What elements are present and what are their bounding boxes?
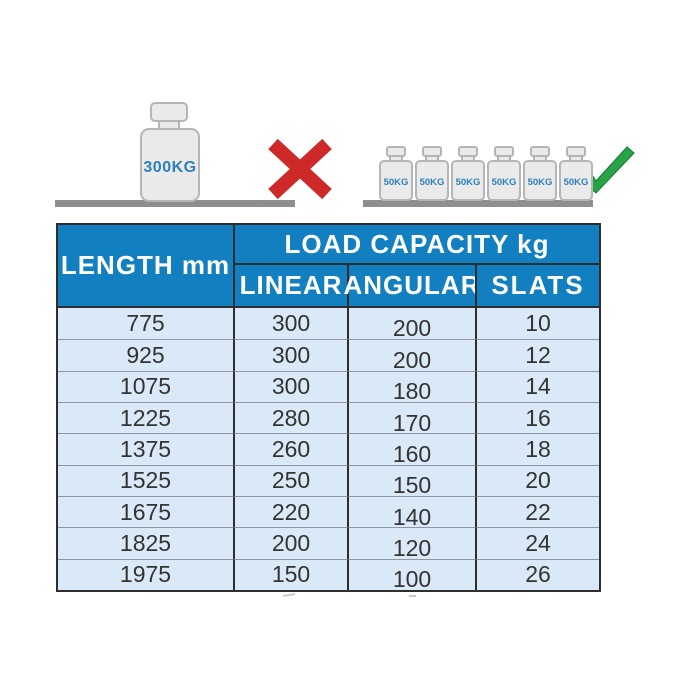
small-weight-handle xyxy=(386,146,406,157)
cell-length: 1375 xyxy=(58,433,233,464)
column-header-linear: LINEAR xyxy=(233,265,347,308)
red-cross-icon xyxy=(268,138,332,200)
small-weight-body: 50KG xyxy=(559,160,593,201)
cell-angular-value: 120 xyxy=(392,534,432,561)
cell-angular: 170 xyxy=(347,402,475,436)
column-header-length: LENGTH mm xyxy=(58,225,233,308)
small-weight-icon: 50KG xyxy=(487,146,521,201)
small-weight-label: 50KG xyxy=(419,177,445,188)
cell-angular-value: 200 xyxy=(392,346,432,373)
cell-angular-value: 150 xyxy=(392,472,432,499)
cell-length: 1675 xyxy=(58,496,233,527)
small-weight-icon: 50KG xyxy=(523,146,557,201)
small-weight-icon: 50KG xyxy=(415,146,449,201)
cell-length: 775 xyxy=(126,310,165,337)
cell-angular-value: 140 xyxy=(392,503,432,530)
cell-angular-value: 160 xyxy=(392,440,432,467)
cell-length: 1075 xyxy=(58,370,233,402)
small-weight-handle xyxy=(422,146,442,157)
cell-length: 1525 xyxy=(58,464,233,496)
column-header-angular: ANGULAR xyxy=(344,265,480,308)
cell-angular-value: 200 xyxy=(392,315,432,342)
shelf-bar-right xyxy=(363,200,593,207)
cell-slats: 12 xyxy=(475,339,599,371)
small-weight-body: 50KG xyxy=(379,160,413,201)
cell-linear: 260 xyxy=(233,433,347,465)
small-weight-body: 50KG xyxy=(415,160,449,201)
cell-linear: 280 xyxy=(233,402,347,434)
cell-angular: 200 xyxy=(347,339,475,373)
cell-slats: 16 xyxy=(475,402,599,434)
cell-length: 1225 xyxy=(58,402,233,433)
small-weight-label: 50KG xyxy=(383,177,409,188)
big-weight-label: 300KG xyxy=(143,159,197,176)
column-header-slats: SLATS xyxy=(475,265,599,308)
cell-angular: 100 xyxy=(347,558,475,593)
big-weight-handle xyxy=(150,102,188,122)
cell-linear: 200 xyxy=(233,527,347,559)
cell-angular-value: 100 xyxy=(392,566,432,593)
small-weight-body: 50KG xyxy=(523,160,557,201)
small-weight-body: 50KG xyxy=(487,160,521,201)
small-weight-handle xyxy=(458,146,478,157)
shelf-bar-left xyxy=(55,200,295,207)
cell-slats: 22 xyxy=(475,496,599,528)
cell-slats: 26 xyxy=(475,558,599,590)
cell-linear: 300 xyxy=(233,339,347,371)
small-weight-icon: 50KG xyxy=(451,146,485,201)
small-weight-label: 50KG xyxy=(527,177,553,188)
cell-angular: 180 xyxy=(347,370,475,405)
cell-slats: 18 xyxy=(475,433,599,465)
cell-linear: 300 xyxy=(233,370,347,402)
small-weight-body: 50KG xyxy=(451,160,485,201)
small-weight-icon: 50KG xyxy=(379,146,413,201)
small-weight-label: 50KG xyxy=(563,177,589,188)
small-weight-label: 50KG xyxy=(491,177,517,188)
cell-angular: 200 xyxy=(347,308,475,342)
small-weight-label: 50KG xyxy=(455,177,481,188)
cell-linear: 300 xyxy=(233,308,347,340)
load-capacity-table: LENGTH mm LOAD CAPACITY kg LINEAR ANGULA… xyxy=(56,223,601,592)
cell-slats: 10 xyxy=(475,308,599,340)
cell-slats: 14 xyxy=(475,370,599,402)
cell-angular: 160 xyxy=(347,433,475,467)
cell-linear: 250 xyxy=(233,464,347,496)
smudge-artifact xyxy=(409,595,416,597)
cell-linear: 150 xyxy=(233,558,347,590)
small-weight-handle xyxy=(530,146,550,157)
cell-angular: 150 xyxy=(347,464,475,499)
smudge-artifact xyxy=(282,593,296,597)
big-weight-icon: 300KG xyxy=(140,128,200,202)
cell-angular: 140 xyxy=(347,496,475,530)
small-weight-handle xyxy=(566,146,586,157)
cell-angular: 120 xyxy=(347,527,475,561)
small-weight-handle xyxy=(494,146,514,157)
cell-length: 925 xyxy=(58,339,233,370)
table-title-load-capacity: LOAD CAPACITY kg xyxy=(233,225,599,265)
cell-linear: 220 xyxy=(233,496,347,528)
cell-angular-value: 180 xyxy=(392,378,432,405)
small-weight-icon: 50KG xyxy=(559,146,593,201)
cell-length: 1975 xyxy=(58,558,233,590)
cell-slats: 24 xyxy=(475,527,599,559)
cell-length: 1825 xyxy=(58,527,233,558)
cell-angular-value: 170 xyxy=(392,409,432,436)
cell-slats: 20 xyxy=(475,464,599,496)
